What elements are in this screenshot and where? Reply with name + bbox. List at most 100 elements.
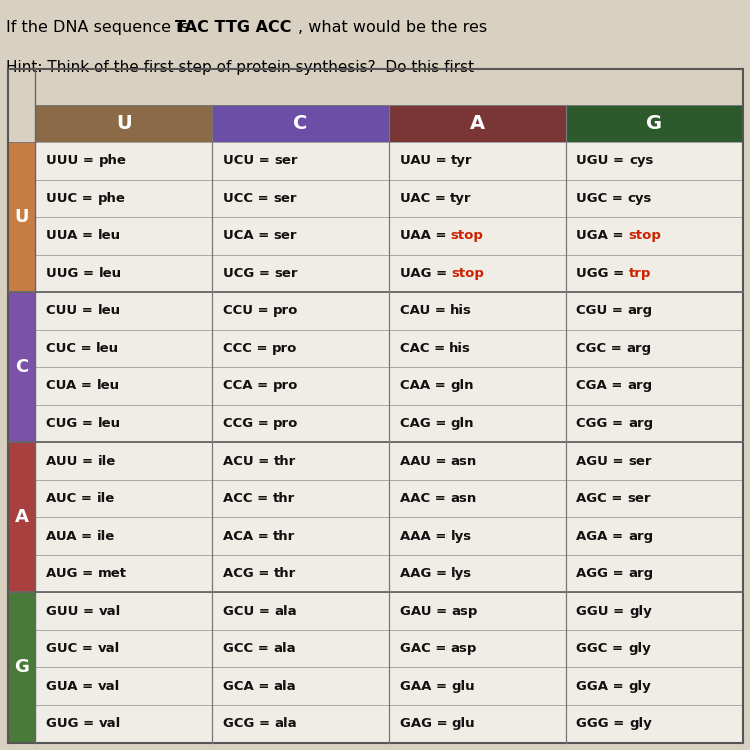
Text: If the DNA sequence is: If the DNA sequence is <box>6 20 194 35</box>
Bar <box>212 442 389 480</box>
Bar <box>566 217 742 254</box>
Bar <box>566 292 742 330</box>
Bar <box>212 179 389 217</box>
Bar <box>389 705 566 742</box>
Text: stop: stop <box>628 230 662 242</box>
Bar <box>35 217 212 254</box>
Bar <box>389 179 566 217</box>
Bar <box>389 480 566 518</box>
Text: lys: lys <box>452 567 472 580</box>
Text: asn: asn <box>450 492 476 505</box>
Bar <box>566 405 742 442</box>
Text: ser: ser <box>274 267 298 280</box>
Text: UUA =: UUA = <box>46 230 98 242</box>
Text: ala: ala <box>274 604 297 618</box>
Text: C: C <box>15 358 28 376</box>
Bar <box>389 142 566 179</box>
Bar <box>212 292 389 330</box>
Text: GAA =: GAA = <box>400 680 451 693</box>
Text: ACU =: ACU = <box>223 454 274 467</box>
Bar <box>212 217 389 254</box>
Text: GGU =: GGU = <box>576 604 629 618</box>
Text: CCC =: CCC = <box>223 342 272 355</box>
Bar <box>35 292 212 330</box>
Text: lys: lys <box>451 530 472 542</box>
Text: his: his <box>450 304 472 317</box>
Text: gln: gln <box>451 417 474 430</box>
Text: CCA =: CCA = <box>223 380 272 392</box>
Text: GAC =: GAC = <box>400 642 451 656</box>
Bar <box>389 555 566 592</box>
Text: TAC TTG ACC: TAC TTG ACC <box>175 20 292 35</box>
Text: GCC =: GCC = <box>223 642 273 656</box>
Text: arg: arg <box>628 530 653 542</box>
Bar <box>35 705 212 742</box>
Bar <box>35 442 212 480</box>
Text: UCC =: UCC = <box>223 192 273 205</box>
Text: CUG =: CUG = <box>46 417 98 430</box>
Text: pro: pro <box>273 304 298 317</box>
Bar <box>212 368 389 405</box>
Text: UAU =: UAU = <box>400 154 451 167</box>
Bar <box>566 592 742 630</box>
Text: pro: pro <box>272 342 297 355</box>
Bar <box>35 254 212 292</box>
Bar <box>212 105 389 142</box>
Bar <box>35 105 212 142</box>
Text: leu: leu <box>98 304 121 317</box>
Text: U: U <box>14 208 28 226</box>
Text: cys: cys <box>628 192 652 205</box>
Text: UGG =: UGG = <box>576 267 629 280</box>
Bar <box>389 368 566 405</box>
Bar <box>212 405 389 442</box>
Bar <box>35 330 212 368</box>
Text: AAA =: AAA = <box>400 530 451 542</box>
Text: GAG =: GAG = <box>400 717 451 730</box>
Bar <box>35 480 212 518</box>
Text: G: G <box>14 658 29 676</box>
Text: GUA =: GUA = <box>46 680 98 693</box>
Text: GCU =: GCU = <box>223 604 274 618</box>
Text: val: val <box>99 717 121 730</box>
Text: tyr: tyr <box>450 192 472 205</box>
Text: CCU =: CCU = <box>223 304 273 317</box>
Text: gly: gly <box>628 680 651 693</box>
Bar <box>566 480 742 518</box>
Bar <box>389 442 566 480</box>
Text: UCU =: UCU = <box>223 154 274 167</box>
Bar <box>566 105 742 142</box>
Text: ser: ser <box>627 492 651 505</box>
Text: AGU =: AGU = <box>576 454 628 467</box>
Bar <box>389 630 566 668</box>
Bar <box>212 480 389 518</box>
Text: ACG =: ACG = <box>223 567 274 580</box>
Bar <box>35 668 212 705</box>
Bar <box>389 405 566 442</box>
Bar <box>389 592 566 630</box>
Bar <box>566 142 742 179</box>
Text: A: A <box>14 509 28 526</box>
Text: AGC =: AGC = <box>576 492 627 505</box>
Bar <box>35 630 212 668</box>
Text: GAU =: GAU = <box>400 604 451 618</box>
Text: ala: ala <box>273 642 296 656</box>
Bar <box>389 518 566 555</box>
Bar <box>389 254 566 292</box>
Bar <box>35 405 212 442</box>
Text: ser: ser <box>274 154 298 167</box>
Bar <box>8 292 35 442</box>
Text: ile: ile <box>98 454 116 467</box>
Text: GUG =: GUG = <box>46 717 99 730</box>
Bar <box>35 592 212 630</box>
Bar <box>212 592 389 630</box>
Text: stop: stop <box>452 267 484 280</box>
Bar <box>212 555 389 592</box>
Bar <box>566 705 742 742</box>
Text: phe: phe <box>98 192 125 205</box>
Bar <box>212 142 389 179</box>
Text: asp: asp <box>452 604 478 618</box>
Text: tyr: tyr <box>451 154 472 167</box>
Text: CGA =: CGA = <box>576 380 627 392</box>
Text: gln: gln <box>450 380 473 392</box>
Text: ACA =: ACA = <box>223 530 273 542</box>
